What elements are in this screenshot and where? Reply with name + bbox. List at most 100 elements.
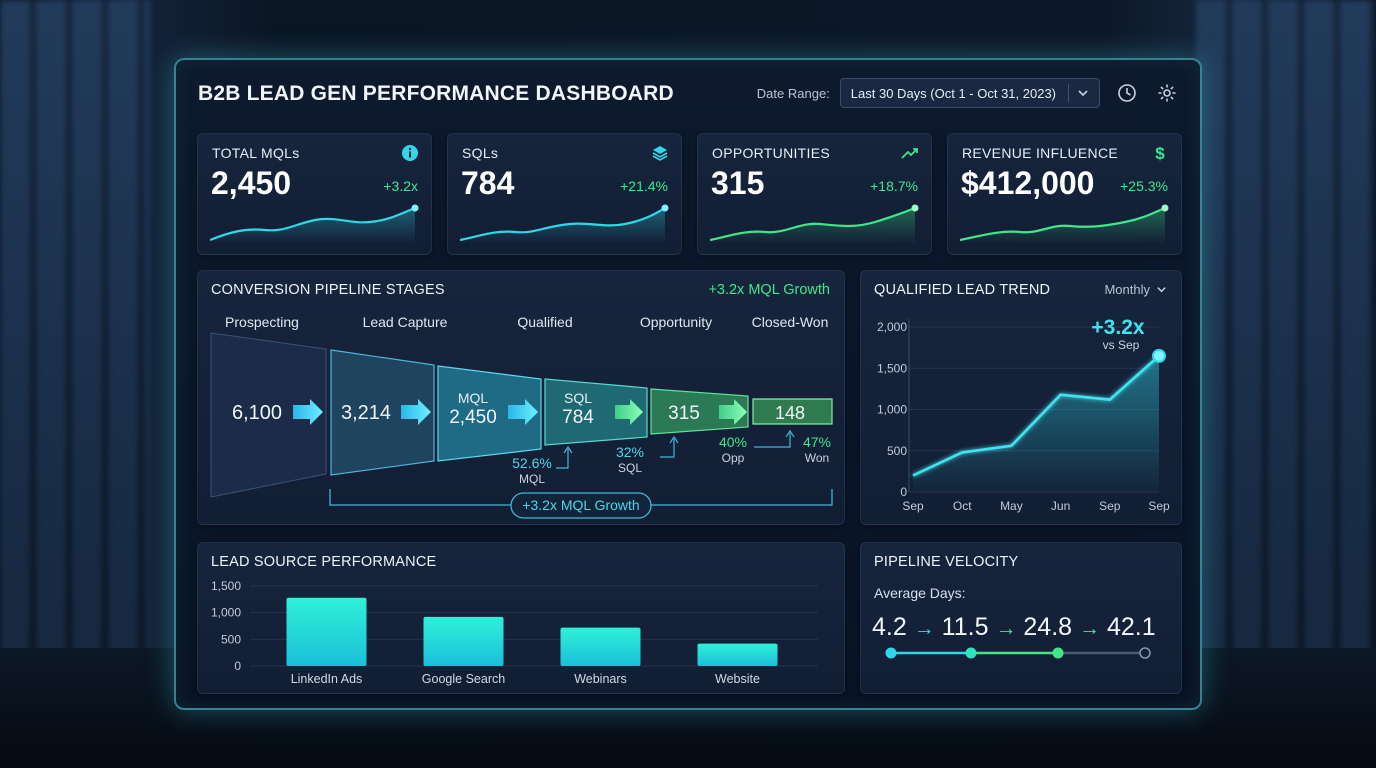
kpi-card-revenue-influence[interactable]: REVENUE INFLUENCE $ $412,000 +25.3% [947,133,1182,255]
dashboard-panel: B2B LEAD GEN PERFORMANCE DASHBOARD Date … [174,58,1202,710]
funnel-stage-sql [544,378,648,446]
kpi-sparkline [460,204,669,244]
kpi-card-total-mqls[interactable]: TOTAL MQLs 2,450 +3.2x [197,133,432,255]
arrow-right-icon: → [913,617,935,640]
period-select[interactable]: Monthly [1104,282,1167,297]
trend-y-tick-label: 1,000 [877,403,907,417]
kpi-delta: +21.4% [620,178,668,194]
stage-label-qualified: Qualified [517,314,573,330]
growth-bracket-label: +3.2x MQL Growth [522,497,639,513]
background-window-left [0,0,150,658]
card-title: PIPELINE VELOCITY [874,554,1019,570]
bar-y-tick-label: 500 [221,632,241,646]
date-range-label: Date Range: [756,85,830,101]
qualified-lead-trend-card: QUALIFIED LEAD TREND Monthly 0 500 1,000 1,… [860,270,1182,525]
trend-x-tick-label: Oct [953,499,972,513]
velocity-step-1: 4.2 [872,613,907,641]
mql-value: 2,450 [449,407,497,428]
funnel-arrow [719,399,747,425]
kpi-label: REVENUE INFLUENCE [962,145,1119,161]
kpi-label: SQLs [462,145,499,161]
velocity-step-3: 24.8 [1023,613,1073,641]
kpi-delta: +18.7% [870,178,918,194]
bar-x-tick-label: LinkedIn Ads [291,672,363,686]
kpi-value: 2,450 [211,165,292,201]
funnel-stage-prospecting [210,332,327,498]
rate-opp-pct: 40% [719,434,747,450]
velocity-steps: 4.2 → 11.5 → 24.8 → 42.1 [872,613,1156,642]
lead-source-performance-card: LEAD SOURCE PERFORMANCE 0 500 1,000 1,500 L… [197,542,845,694]
velocity-node [965,647,977,659]
sql-value: 784 [562,407,594,428]
trend-y-tick-label: 500 [887,444,907,458]
velocity-node [885,647,897,659]
bar-x-tick-label: Website [715,672,760,686]
stage-label-opportunity: Opportunity [639,314,713,330]
lead-capture-value: 3,214 [341,402,391,424]
card-title: QUALIFIED LEAD TREND [874,282,1051,298]
bar-linkedin-ads [286,597,367,666]
trend-callout-value: +3.2x [1091,316,1144,339]
kpi-value: 315 [711,165,765,201]
bar-y-tick-label: 1,500 [211,579,241,593]
trend-x-tick-label: Sep [1148,499,1170,513]
funnel-stage-won [752,398,833,425]
trending-up-icon [901,148,918,159]
funnel-arrow [615,399,643,425]
date-range-select[interactable]: Last 30 Days (Oct 1 - Oct 31, 2023) [839,78,1100,108]
rate-sql-pct: 32% [616,444,644,460]
svg-text:$: $ [1155,144,1165,162]
prospecting-value: 6,100 [232,402,282,424]
trend-x-tick-label: May [1000,499,1023,513]
trend-x-tick-label: Sep [1099,499,1121,513]
velocity-node [1139,647,1151,659]
bar-webinars [560,627,641,666]
lead-source-bar-chart: 0 500 1,000 1,500 LinkedIn Ads Google Search… [211,579,818,686]
kpi-sparkline [210,204,419,244]
arrow-right-icon: → [995,617,1017,640]
bar-x-tick-label: Webinars [574,672,627,686]
arrow-right-icon: → [1079,617,1101,640]
won-value: 148 [775,403,805,423]
funnel-stage-lead-capture [330,349,435,476]
funnel-arrow [293,399,323,425]
stage-label-closed-won: Closed-Won [751,314,829,330]
trend-y-tick-label: 1,500 [877,361,907,375]
rate-opp-label: Opp [722,451,745,465]
settings-icon[interactable] [1154,80,1180,106]
qualified-lead-trend-chart: 0 500 1,000 1,500 2,000 Sep Oct May Jun Sep Sep +… [877,316,1170,513]
velocity-step-4: 42.1 [1106,613,1156,641]
sql-label: SQL [564,390,592,406]
rate-won-pct: 47% [803,434,831,450]
trend-y-tick-label: 0 [900,485,907,499]
history-icon[interactable] [1114,80,1140,106]
bar-google-search [423,616,504,666]
kpi-card-opportunities[interactable]: OPPORTUNITIES 315 +18.7% [697,133,932,255]
header-controls: Date Range: Last 30 Days (Oct 1 - Oct 31… [757,78,1180,108]
trend-point [1152,348,1166,363]
stage-label-prospecting: Prospecting [225,314,299,330]
conversion-pipeline-card: CONVERSION PIPELINE STAGES +3.2x MQL Gro… [197,270,845,525]
date-range-value: Last 30 Days (Oct 1 - Oct 31, 2023) [850,85,1056,101]
trend-y-tick-label: 2,000 [877,320,907,334]
pipeline-velocity-card: PIPELINE VELOCITY Average Days: 4.2 → 11… [860,542,1182,694]
trend-area [913,355,1159,492]
rate-won-label: Won [805,451,829,465]
trend-x-tick-label: Sep [902,499,924,513]
dollar-icon: $ [1155,144,1165,162]
chevron-down-icon [1157,287,1166,293]
growth-bracket-pill [510,492,652,519]
card-title: LEAD SOURCE PERFORMANCE [211,554,437,570]
velocity-node [1052,647,1064,659]
layers-icon [652,146,668,161]
bar-y-tick-label: 0 [234,659,241,673]
chevron-down-icon [1078,90,1088,97]
mql-label: MQL [458,390,489,406]
kpi-card-sqls[interactable]: SQLs 784 +21.4% [447,133,682,255]
opportunity-value: 315 [668,403,700,424]
rate-sql-label: SQL [618,461,642,475]
background-window-right [1196,0,1376,658]
kpi-label: TOTAL MQLs [212,145,300,161]
bar-x-tick-label: Google Search [422,672,505,686]
stage-label-lead-capture: Lead Capture [362,314,448,330]
